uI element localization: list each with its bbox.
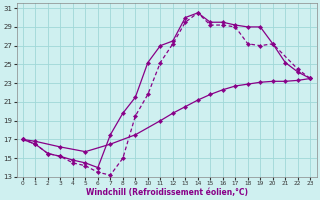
X-axis label: Windchill (Refroidissement éolien,°C): Windchill (Refroidissement éolien,°C)	[85, 188, 248, 197]
